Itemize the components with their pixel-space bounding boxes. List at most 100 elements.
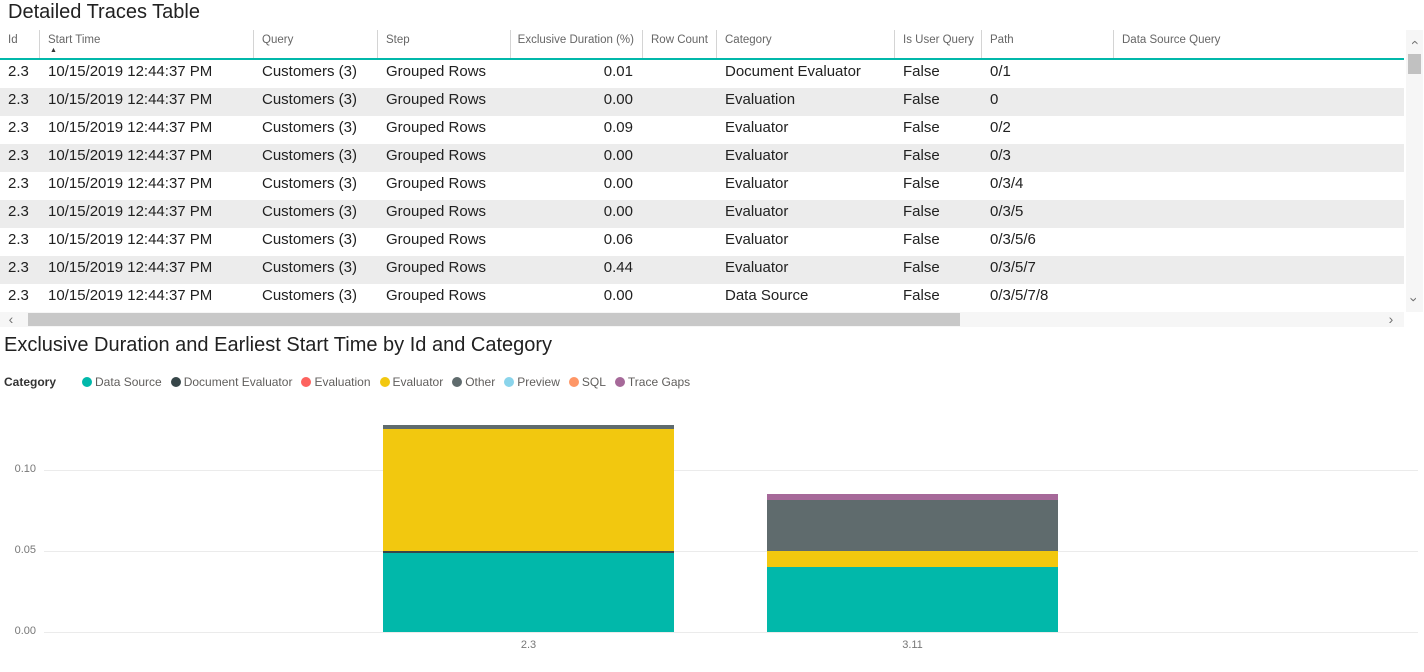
bar-segment-3-11-other[interactable] bbox=[767, 499, 1058, 551]
scroll-left-icon[interactable]: ‹ bbox=[8, 311, 14, 327]
table-cell bbox=[643, 144, 717, 172]
table-cell bbox=[643, 116, 717, 144]
table-cell: False bbox=[903, 175, 940, 192]
column-header-start-time[interactable]: Start Time ▲ bbox=[40, 30, 254, 58]
table-row[interactable]: 2.3 10/15/2019 12:44:37 PM Customers (3) Gr… bbox=[0, 200, 1404, 228]
bar-segment-3-11-trace-gaps[interactable] bbox=[767, 494, 1058, 500]
table-cell: 2.3 bbox=[8, 231, 29, 248]
table-cell bbox=[1114, 172, 1404, 200]
table-cell: Evaluator bbox=[725, 259, 789, 276]
legend-color-dot bbox=[452, 377, 463, 387]
table-cell: Grouped Rows bbox=[386, 203, 487, 220]
bar-segment-2-3-evaluator[interactable] bbox=[383, 428, 674, 551]
bar-segment-2-3-document-evaluator[interactable] bbox=[383, 551, 674, 553]
legend-item-label: Document Evaluator bbox=[183, 375, 293, 389]
table-header-row: Id Start Time ▲ Query Step Exclusive Duration… bbox=[0, 30, 1404, 60]
table-cell: Grouped Rows bbox=[386, 63, 487, 80]
y-axis-tick-label: 0.05 bbox=[14, 544, 36, 556]
legend-item-document-evaluator[interactable]: Document Evaluator bbox=[170, 375, 293, 389]
table-cell: Customers (3) bbox=[262, 175, 358, 192]
column-header-exclusive-duration-[interactable]: Exclusive Duration (%) bbox=[511, 30, 643, 58]
table-horizontal-scrollbar[interactable]: ‹ › bbox=[0, 312, 1404, 327]
table-cell: 2.3 bbox=[8, 63, 29, 80]
table-row[interactable]: 2.3 10/15/2019 12:44:37 PM Customers (3) Gr… bbox=[0, 172, 1404, 200]
legend-item-evaluation[interactable]: Evaluation bbox=[301, 375, 371, 389]
column-header-step[interactable]: Step bbox=[378, 30, 511, 58]
vertical-scrollbar-thumb[interactable] bbox=[1408, 54, 1421, 74]
table-cell: Data Source bbox=[725, 287, 809, 304]
table-cell bbox=[643, 284, 717, 312]
table-row[interactable]: 2.3 10/15/2019 12:44:37 PM Customers (3) Gr… bbox=[0, 284, 1404, 312]
column-header-label: Exclusive Duration (%) bbox=[517, 34, 634, 46]
table-row[interactable]: 2.3 10/15/2019 12:44:37 PM Customers (3) Gr… bbox=[0, 144, 1404, 172]
table-cell bbox=[1114, 284, 1404, 312]
column-header-label: Category bbox=[725, 34, 772, 46]
table-cell: 0/3 bbox=[990, 147, 1011, 164]
table-cell: Grouped Rows bbox=[386, 231, 487, 248]
table-row[interactable]: 2.3 10/15/2019 12:44:37 PM Customers (3) Gr… bbox=[0, 256, 1404, 284]
table-cell: 0/1 bbox=[990, 63, 1011, 80]
table-cell: 0/2 bbox=[990, 119, 1011, 136]
table-cell: Evaluator bbox=[725, 147, 789, 164]
table-row[interactable]: 2.3 10/15/2019 12:44:37 PM Customers (3) Gr… bbox=[0, 228, 1404, 256]
bar-segment-2-3-other[interactable] bbox=[383, 425, 674, 429]
legend-item-label: Other bbox=[465, 375, 496, 389]
legend-title: Category bbox=[4, 375, 57, 389]
table-cell: Grouped Rows bbox=[386, 147, 487, 164]
stacked-bar-chart: 0.00 0.05 0.10 2.3 3.11 bbox=[0, 400, 1424, 672]
column-header-id[interactable]: Id bbox=[0, 30, 40, 58]
table-cell: 0/3/5/7 bbox=[990, 259, 1036, 276]
x-axis-tick-label: 3.11 bbox=[902, 639, 923, 651]
table-cell: 0.44 bbox=[603, 259, 633, 276]
table-cell: 10/15/2019 12:44:37 PM bbox=[48, 119, 213, 136]
bar-segment-2-3-data-source[interactable] bbox=[383, 552, 674, 632]
column-header-query[interactable]: Query bbox=[254, 30, 378, 58]
bar-segment-3-11-data-source[interactable] bbox=[767, 567, 1058, 632]
table-cell: Customers (3) bbox=[262, 203, 358, 220]
table-cell bbox=[643, 88, 717, 116]
bar-segment-3-11-evaluator[interactable] bbox=[767, 551, 1058, 568]
table-cell: 10/15/2019 12:44:37 PM bbox=[48, 91, 213, 108]
scroll-right-icon[interactable]: › bbox=[1388, 311, 1394, 327]
column-header-path[interactable]: Path bbox=[982, 30, 1114, 58]
table-row[interactable]: 2.3 10/15/2019 12:44:37 PM Customers (3) Gr… bbox=[0, 88, 1404, 116]
table-vertical-scrollbar[interactable]: › › bbox=[1406, 30, 1423, 312]
gridline bbox=[44, 470, 1418, 471]
legend-item-preview[interactable]: Preview bbox=[504, 375, 560, 389]
legend-item-evaluator[interactable]: Evaluator bbox=[379, 375, 443, 389]
column-header-label: Data Source Query bbox=[1122, 34, 1221, 46]
column-header-data-source-query[interactable]: Data Source Query bbox=[1114, 30, 1404, 58]
table-cell: 10/15/2019 12:44:37 PM bbox=[48, 63, 213, 80]
legend-color-dot bbox=[170, 377, 181, 387]
table-cell bbox=[643, 60, 717, 88]
column-header-row-count[interactable]: Row Count bbox=[643, 30, 717, 58]
legend-item-trace-gaps[interactable]: Trace Gaps bbox=[614, 375, 691, 389]
table-cell bbox=[1114, 60, 1404, 88]
chart-title: Exclusive Duration and Earliest Start Ti… bbox=[4, 334, 553, 356]
table-cell: Evaluator bbox=[725, 175, 789, 192]
table-cell: Evaluator bbox=[725, 119, 789, 136]
table-cell: Customers (3) bbox=[262, 119, 358, 136]
legend-item-label: Evaluation bbox=[314, 375, 371, 389]
table-row[interactable]: 2.3 10/15/2019 12:44:37 PM Customers (3) Gr… bbox=[0, 116, 1404, 144]
table-cell: Evaluator bbox=[725, 231, 789, 248]
legend-item-label: Trace Gaps bbox=[627, 375, 691, 389]
legend-color-dot bbox=[379, 377, 390, 387]
table-cell: Customers (3) bbox=[262, 231, 358, 248]
table-cell: Customers (3) bbox=[262, 259, 358, 276]
scroll-down-icon[interactable]: › bbox=[1406, 297, 1423, 302]
horizontal-scrollbar-thumb[interactable] bbox=[28, 313, 960, 326]
table-cell bbox=[1114, 88, 1404, 116]
legend-item-other[interactable]: Other bbox=[452, 375, 495, 389]
table-cell bbox=[643, 200, 717, 228]
legend-item-data-source[interactable]: Data Source bbox=[82, 375, 162, 389]
legend-item-sql[interactable]: SQL bbox=[568, 375, 606, 389]
table-cell bbox=[1114, 200, 1404, 228]
table-cell bbox=[1114, 144, 1404, 172]
page-title: Detailed Traces Table bbox=[8, 1, 200, 23]
column-header-category[interactable]: Category bbox=[717, 30, 895, 58]
scroll-up-icon[interactable]: › bbox=[1405, 40, 1422, 45]
column-header-is-user-query[interactable]: Is User Query bbox=[895, 30, 982, 58]
table-row[interactable]: 2.3 10/15/2019 12:44:37 PM Customers (3) Gr… bbox=[0, 60, 1404, 88]
legend-item-label: SQL bbox=[581, 375, 606, 389]
